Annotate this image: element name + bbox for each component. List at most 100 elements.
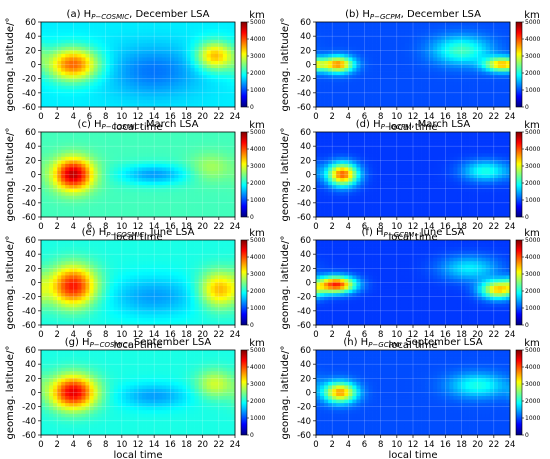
heatmap-cell — [437, 39, 442, 44]
heatmap-cell — [417, 153, 422, 158]
heatmap-cell — [158, 195, 163, 200]
colorbar-tick-label: 2000 — [250, 180, 265, 187]
heatmap-cell — [461, 149, 466, 154]
heatmap-cell — [105, 209, 111, 214]
heatmap-cell — [154, 25, 159, 30]
heatmap-cell — [396, 174, 402, 179]
heatmap-cell — [445, 213, 450, 218]
heatmap-cell — [477, 43, 483, 48]
heatmap-cell — [49, 170, 54, 175]
heatmap-cell — [73, 75, 78, 80]
heatmap-cell — [170, 103, 175, 108]
heatmap-cell — [404, 43, 410, 48]
heatmap-cell — [417, 142, 422, 147]
heatmap-cell — [89, 99, 94, 104]
heatmap-cell — [125, 39, 131, 44]
heatmap-cell — [61, 192, 66, 197]
heatmap-cell — [89, 199, 94, 204]
x-tick-label: 24 — [230, 112, 241, 122]
heatmap-cell — [121, 206, 127, 211]
heatmap-cell — [101, 99, 107, 104]
heatmap-cell — [45, 174, 50, 179]
heatmap-cell — [162, 103, 167, 108]
heatmap-cell — [57, 153, 62, 158]
heatmap-cell — [150, 188, 155, 193]
x-tick-label: 0 — [38, 222, 43, 232]
heatmap-cell — [396, 85, 402, 90]
heatmap-cell — [348, 188, 353, 193]
heatmap-cell — [45, 286, 50, 290]
heatmap-cell — [202, 29, 208, 33]
heatmap-cell — [417, 181, 422, 186]
heatmap-cell — [73, 139, 78, 143]
heatmap-cell — [129, 149, 135, 154]
heatmap-cell — [408, 29, 414, 33]
heatmap-cell — [384, 85, 390, 90]
heatmap-cell — [340, 156, 345, 161]
heatmap-cell — [230, 50, 236, 55]
heatmap-cell — [206, 199, 212, 204]
heatmap-cell — [226, 85, 232, 90]
heatmap-cell — [226, 149, 232, 154]
heatmap-cell — [429, 43, 434, 48]
heatmap-cell — [210, 99, 216, 104]
heatmap-cell — [57, 78, 62, 83]
heatmap-cell — [493, 75, 499, 80]
heatmap-cell — [53, 50, 58, 55]
heatmap-cell — [392, 149, 398, 154]
heatmap-cell — [138, 170, 143, 175]
heatmap-cell — [320, 32, 325, 37]
heatmap-cell — [425, 149, 430, 154]
heatmap-cell — [45, 278, 50, 283]
heatmap-cell — [493, 213, 499, 218]
heatmap-cell — [226, 167, 232, 172]
heatmap-cell — [485, 160, 491, 165]
heatmap-cell — [340, 39, 345, 44]
heatmap-cell — [340, 92, 345, 97]
heatmap-cell — [489, 202, 495, 207]
heatmap-cell — [65, 139, 70, 143]
heatmap-cell — [364, 60, 369, 65]
heatmap-cell — [97, 153, 102, 158]
heatmap-cell — [320, 60, 325, 65]
heatmap-cell — [93, 29, 98, 33]
heatmap-cell — [336, 185, 341, 190]
heatmap-cell — [469, 85, 474, 90]
heatmap-cell — [85, 22, 90, 26]
heatmap-cell — [89, 29, 94, 33]
heatmap-cell — [340, 139, 345, 143]
heatmap-cell — [41, 240, 46, 244]
heatmap-cell — [493, 39, 499, 44]
heatmap-cell — [477, 188, 483, 193]
heatmap-cell — [109, 167, 115, 172]
heatmap-cell — [421, 195, 426, 200]
heatmap-cell — [65, 103, 70, 108]
heatmap-cell — [198, 36, 204, 41]
heatmap-cell — [441, 170, 446, 175]
heatmap-cell — [376, 146, 382, 151]
heatmap-cell — [73, 85, 78, 90]
heatmap-cell — [344, 167, 349, 172]
heatmap-cell — [320, 57, 325, 62]
heatmap-cell — [473, 53, 479, 58]
heatmap-cell — [53, 85, 58, 90]
heatmap-cell — [198, 213, 204, 218]
heatmap-cell — [142, 195, 147, 200]
heatmap-cell — [332, 185, 337, 190]
heatmap-cell — [81, 209, 86, 214]
heatmap-cell — [433, 53, 438, 58]
heatmap-cell — [210, 192, 216, 197]
heatmap-cell — [352, 64, 357, 69]
heatmap-cell — [162, 135, 167, 140]
heatmap-cell — [85, 185, 90, 190]
heatmap-cell — [429, 209, 434, 214]
heatmap-cell — [449, 181, 454, 186]
heatmap-cell — [81, 170, 86, 175]
heatmap-cell — [332, 29, 337, 33]
heatmap-cell — [316, 142, 321, 147]
heatmap-cell — [146, 185, 151, 190]
heatmap-cell — [505, 43, 511, 48]
heatmap-cell — [396, 132, 402, 136]
heatmap-cell — [206, 89, 212, 94]
heatmap-cell — [69, 75, 74, 80]
